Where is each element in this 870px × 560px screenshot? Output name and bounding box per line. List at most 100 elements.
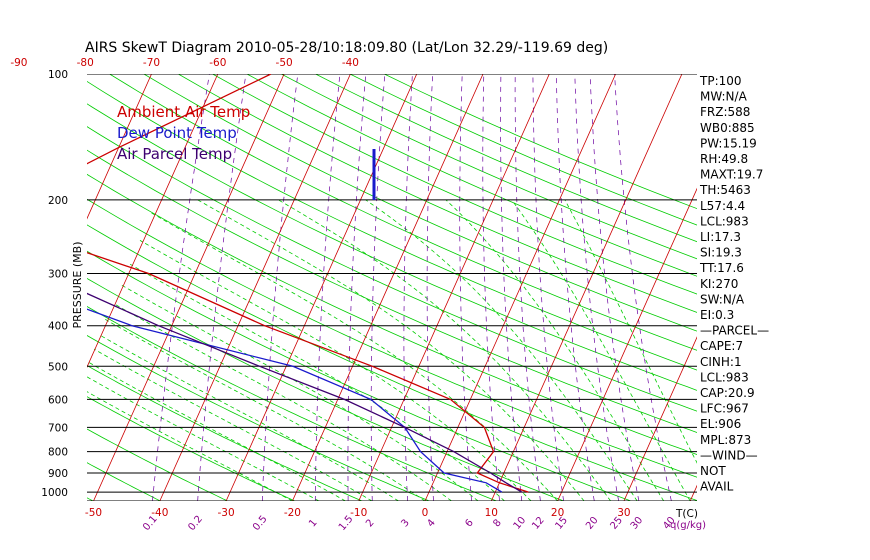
dry-adiabat [87,149,697,433]
dry-adiabat [143,74,697,332]
isotherm [757,74,870,501]
index-item: KI:270 [700,277,738,291]
dry-adiabat [87,396,295,501]
mixing-ratio-line [426,74,434,501]
moist-adiabat [87,391,293,501]
mixing-ratio-tick-label: 4 [425,517,438,529]
profile-lines [87,74,529,493]
dry-adiabat [87,462,161,501]
temp-tick-label: -40 [151,507,168,519]
dewpoint-line [87,308,503,493]
dry-adiabat [0,74,26,501]
isotherm [87,74,152,220]
index-item: AVAIL [700,480,734,494]
index-item: SI:19.3 [700,246,742,260]
isotherm [159,74,351,501]
moist-adiabat [151,212,558,501]
mixing-ratio-tick-label: 20 [584,515,601,532]
dry-adiabat [87,103,697,391]
dry-adiabat [87,365,363,501]
mixing-ratio-unit: q(g/kg) [670,520,706,531]
background-lines [0,74,870,501]
isotherm [0,74,19,501]
moist-adiabat [104,318,426,501]
index-item: L57:4.4 [700,199,745,213]
legend-ambient: Ambient Air Temp [117,103,250,121]
temp-tick-label: 20 [551,507,564,519]
index-item: TP:100 [699,74,742,88]
pressure-tick-label: 1000 [41,487,68,499]
pressure-tick-label: 700 [48,422,68,434]
mixing-ratio-tick-label: 10 [512,515,529,532]
index-item: MAXT:19.7 [700,168,763,182]
top-temp-tick-label: -50 [276,57,293,69]
top-temp-tick-label: -70 [143,57,160,69]
mixing-ratio-tick-label: 8 [491,517,504,529]
isotherm [823,74,870,501]
mixing-ratio-line [403,74,413,501]
moist-adiabat [129,263,505,501]
temp-tick-label: 10 [485,507,498,519]
dry-adiabat [87,250,632,501]
y-axis-label: PRESSURE (MB) [71,242,84,329]
isotherm [424,74,616,501]
isotherm [557,187,697,501]
index-item: LCL:983 [700,370,749,384]
index-item: CINH:1 [700,355,742,369]
pressure-tick-label: 800 [48,447,68,459]
index-item: SW:N/A [700,292,745,306]
index-item: CAP:20.9 [700,386,755,400]
dry-adiabat [178,74,697,313]
moist-adiabat [564,199,697,464]
index-item: MW:N/A [700,90,748,104]
moist-adiabat [197,199,585,501]
moist-adiabat [445,199,665,501]
dry-adiabat [109,74,697,351]
moist-adiabat [121,284,479,501]
moist-adiabat [87,376,320,501]
mixing-ratio-tick-label: 30 [629,515,646,532]
temp-tick-label: -50 [85,507,102,519]
mixing-ratio-line [500,74,523,501]
index-item: MPL:873 [700,433,751,447]
dry-adiabat [87,126,697,412]
dry-adiabat [87,80,697,371]
pressure-tick-label: 400 [48,321,68,333]
pressure-tick-label: 200 [48,195,68,207]
temp-tick-label: -20 [284,507,301,519]
mixing-ratio-line [589,74,640,501]
mixing-ratio-line [347,74,367,501]
isotherm [87,74,219,369]
mixing-ratio-line [152,74,210,501]
index-item: LCL:983 [700,214,749,228]
mixing-ratio-line [514,74,541,501]
dry-adiabat [87,198,697,478]
index-item: TH:5463 [699,183,751,197]
mixing-ratio-tick-label: 3 [399,517,412,529]
index-item: LI:17.3 [700,230,741,244]
dry-adiabat [212,74,697,295]
pressure-tick-label: 900 [48,468,68,480]
index-item: EI:0.3 [700,308,734,322]
isotherm [292,74,484,501]
index-item: RH:49.8 [700,152,748,166]
legend-dewpoint: Dew Point Temp [117,124,237,142]
dry-adiabat [87,306,497,501]
mixing-ratio-tick-label: 0.2 [186,514,205,533]
index-item: TT:17.6 [699,261,744,275]
isotherm [225,74,418,501]
temp-tick-label: -30 [218,507,235,519]
ambient-temp-line [87,74,529,493]
index-item: WB0:885 [700,121,755,135]
pressure-tick-label: 600 [48,394,68,406]
x-axis-unit: T(C) [675,508,698,520]
mixing-ratio-tick-label: 2 [364,517,377,529]
pressure-tick-label: 500 [48,361,68,373]
index-item: EL:906 [700,417,741,431]
moist-adiabat [278,199,611,501]
dry-adiabat [281,74,697,260]
mixing-ratio-line [314,74,341,501]
